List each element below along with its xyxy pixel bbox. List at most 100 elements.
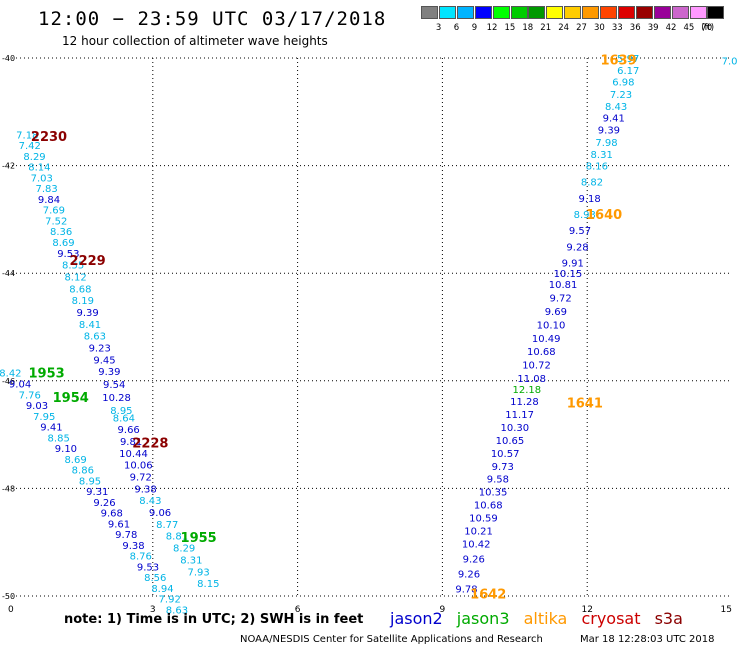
x-tick-label: 9 xyxy=(440,605,446,615)
wave-height-value: 8.63 xyxy=(166,605,188,616)
color-swatch xyxy=(546,6,564,19)
color-swatch xyxy=(600,6,617,19)
wave-height-value: 7.95 xyxy=(33,412,55,423)
wave-height-value: 7.42 xyxy=(19,141,41,152)
wave-height-value: 7.92 xyxy=(159,595,181,606)
wave-height-value: 10.72 xyxy=(522,361,551,372)
wave-height-value: 7.98 xyxy=(595,138,617,149)
color-swatch xyxy=(617,6,635,19)
x-tick-label: 6 xyxy=(295,605,301,615)
pass-label: 1954 xyxy=(53,391,89,406)
wave-height-value: 8.64 xyxy=(113,413,135,424)
color-scale-label: 12 xyxy=(486,23,498,33)
legend-altika: altika xyxy=(523,609,568,628)
color-scale-label: 21 xyxy=(540,23,552,33)
page-title: 12:00 − 23:59 UTC 03/17/2018 xyxy=(38,8,387,30)
footnote: note: 1) Time is in UTC; 2) SWH is in fe… xyxy=(64,612,364,627)
wave-height-value: 10.06 xyxy=(124,461,153,472)
wave-height-value: 8.19 xyxy=(72,296,94,307)
wave-height-value: 9.61 xyxy=(108,519,130,530)
wave-height-value: 9.84 xyxy=(38,195,60,206)
color-scale-label: 45 xyxy=(683,23,695,33)
wave-height-value: 9.53 xyxy=(137,562,159,573)
wave-height-value: 8.55 xyxy=(62,261,84,272)
credit-line: NOAA/NESDIS Center for Satellite Applica… xyxy=(240,634,543,645)
wave-height-value: 8.15 xyxy=(197,579,219,590)
wave-height-value: 9.66 xyxy=(118,425,140,436)
wave-height-value: 9.18 xyxy=(578,194,600,205)
wave-height-value: 8.82 xyxy=(581,178,603,189)
y-tick-label: -46 xyxy=(2,377,15,386)
pass-label: 1642 xyxy=(470,587,506,602)
color-scale-label: 70 xyxy=(701,23,713,33)
wave-height-value: 7.69 xyxy=(43,206,65,217)
wave-height-value: 8.68 xyxy=(69,284,91,295)
wave-height-value: 9.72 xyxy=(130,473,152,484)
wave-height-value: 8.94 xyxy=(151,584,173,595)
color-swatch xyxy=(438,6,456,19)
wave-height-value: 10.30 xyxy=(500,423,529,434)
color-scale-label: 33 xyxy=(611,23,623,33)
color-swatch xyxy=(582,6,600,19)
wave-height-value: 10.81 xyxy=(549,280,578,291)
wave-height-value: 8.81 xyxy=(166,532,188,543)
wave-height-value: 9.72 xyxy=(550,293,572,304)
wave-height-value: 10.10 xyxy=(537,320,566,331)
wave-height-value: 7.23 xyxy=(610,90,632,101)
color-scale-label: 9 xyxy=(471,23,478,33)
generated-timestamp: Mar 18 12:28:03 UTC 2018 xyxy=(580,634,715,645)
wave-height-value: 10.15 xyxy=(554,269,583,280)
wave-height-value: 7.83 xyxy=(35,184,57,195)
color-scale-label: 18 xyxy=(522,23,534,33)
color-swatch xyxy=(689,6,707,19)
color-swatch xyxy=(671,6,689,19)
wave-height-value: 8.85 xyxy=(48,433,70,444)
wave-height-value: 10.57 xyxy=(491,449,520,460)
y-tick-label: -40 xyxy=(2,54,15,63)
wave-height-value: 9.26 xyxy=(463,554,485,565)
color-swatch xyxy=(564,6,582,19)
wave-height-value: 10.68 xyxy=(474,501,503,512)
wave-height-value: 8.41 xyxy=(79,320,101,331)
wave-height-value: 9.06 xyxy=(149,508,171,519)
wave-height-value: 9.69 xyxy=(545,307,567,318)
wave-height-value: 8.43 xyxy=(139,496,161,507)
pass-label: 2230 xyxy=(31,130,67,145)
wave-height-value: 6.17 xyxy=(617,66,639,77)
wave-height-value: 8.56 xyxy=(144,573,166,584)
wave-height-value: 10.49 xyxy=(532,334,561,345)
wave-height-value: 9.39 xyxy=(77,308,99,319)
wave-height-value: 9.54 xyxy=(103,380,125,391)
color-scale-label: 6 xyxy=(453,23,460,33)
wave-height-value: 10.42 xyxy=(462,539,491,550)
color-scale-label: 39 xyxy=(647,23,659,33)
y-tick-label: -48 xyxy=(2,484,15,493)
pass-label: 1640 xyxy=(586,208,622,223)
wave-height-value: 8.95 xyxy=(79,476,101,487)
color-swatch xyxy=(492,6,510,19)
wave-height-value: 9.41 xyxy=(603,114,625,125)
page-subtitle: 12 hour collection of altimeter wave hei… xyxy=(62,34,328,48)
x-tick-label: 0 xyxy=(8,605,14,615)
wave-height-value: 8.76 xyxy=(130,552,152,563)
wave-height-value: 8.14 xyxy=(28,163,50,174)
wave-height-value: 10.59 xyxy=(469,513,498,524)
color-swatch xyxy=(510,6,528,19)
wave-height-value: 9.57 xyxy=(569,226,591,237)
wave-height-value: 9.28 xyxy=(566,242,588,253)
wave-height-value: 8.77 xyxy=(156,520,178,531)
pass-label: 2229 xyxy=(70,254,106,269)
color-swatch xyxy=(528,6,546,19)
wave-height-value: 9.53 xyxy=(57,249,79,260)
wave-height-value: 7.76 xyxy=(19,390,41,401)
wave-height-value: 9.10 xyxy=(55,444,77,455)
pass-label: 1953 xyxy=(29,367,65,382)
color-scale-label: 42 xyxy=(665,23,677,33)
wave-height-value: 7.93 xyxy=(188,567,210,578)
wave-height-value: 9.81 xyxy=(120,437,142,448)
wave-height-value: 8.86 xyxy=(72,466,94,477)
pass-label: 2228 xyxy=(132,437,168,452)
wave-height-value: 9.73 xyxy=(492,462,514,473)
wave-height-value: 9.26 xyxy=(458,569,480,580)
